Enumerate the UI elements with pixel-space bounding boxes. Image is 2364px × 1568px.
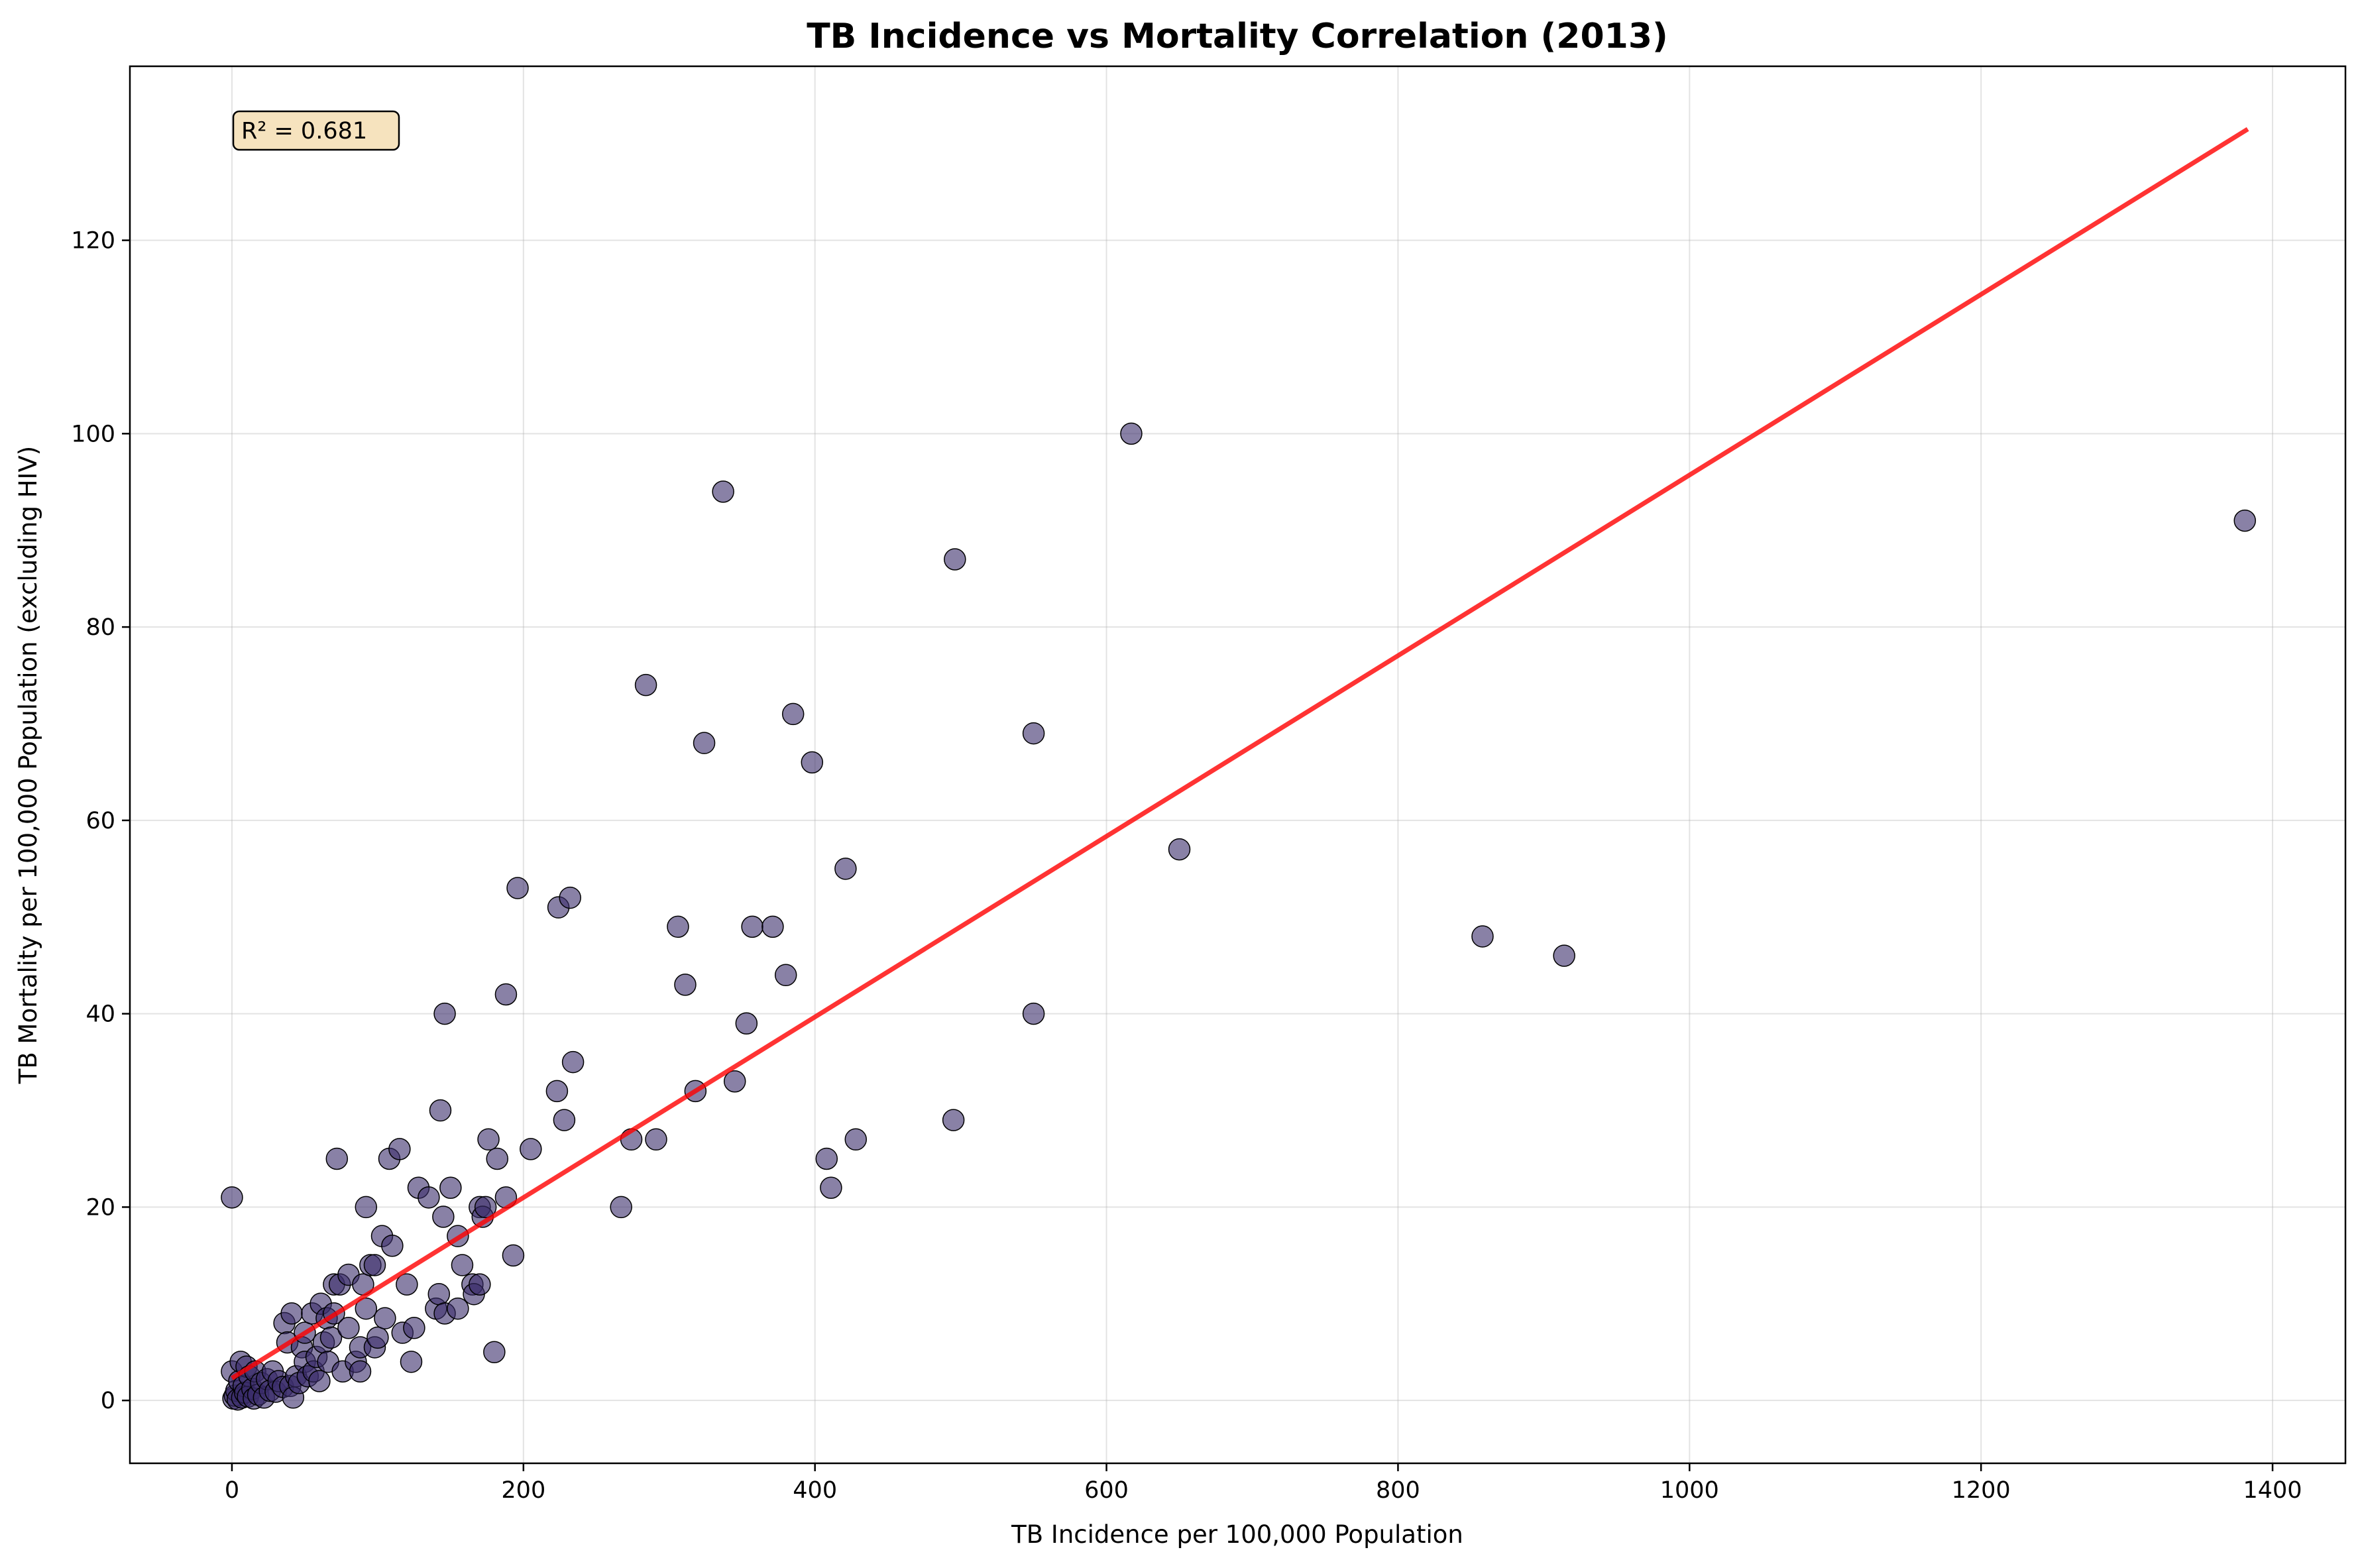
data-point (561, 1050, 585, 1074)
data-point (1553, 944, 1575, 967)
data-point (355, 1196, 378, 1219)
data-point (815, 1147, 838, 1170)
annotation-box (232, 110, 400, 151)
data-point (1168, 838, 1191, 861)
data-point (349, 1360, 372, 1383)
x-tick-label: 1000 (1660, 1477, 1719, 1504)
data-point (427, 1282, 451, 1306)
data-point (451, 1254, 474, 1276)
data-point (674, 974, 697, 996)
data-point (308, 1370, 331, 1392)
plot-frame (129, 65, 2347, 1465)
data-point (942, 1109, 965, 1131)
y-axis-label: TB Mortality per 100,000 Population (exc… (14, 446, 42, 1084)
data-point (439, 1176, 462, 1199)
data-point (634, 673, 657, 697)
data-point (319, 1326, 343, 1349)
data-point (388, 1138, 411, 1160)
data-point (432, 1205, 455, 1228)
data-point (429, 1099, 452, 1122)
data-point (447, 1297, 469, 1320)
data-point (712, 480, 734, 503)
data-point (723, 1070, 746, 1093)
data-point (403, 1317, 425, 1339)
x-tick-label: 0 (225, 1477, 239, 1504)
data-point (2233, 509, 2256, 532)
data-point (741, 915, 763, 938)
data-point (396, 1273, 418, 1296)
r-squared-annotation: R² = 0.681 (232, 110, 400, 151)
data-point (1022, 722, 1045, 745)
data-point (337, 1317, 360, 1339)
data-point (820, 1176, 842, 1199)
y-tick-label: 20 (85, 1194, 115, 1221)
x-tick-label: 200 (501, 1477, 545, 1504)
data-point (645, 1128, 667, 1151)
y-tick-label: 100 (71, 421, 115, 447)
data-point (761, 915, 784, 938)
data-point (944, 548, 966, 571)
data-point (781, 702, 805, 726)
x-tick-label: 800 (1376, 1477, 1420, 1504)
data-point (355, 1297, 378, 1320)
y-tick-label: 60 (85, 808, 115, 834)
r-squared-text: R² = 0.681 (241, 118, 367, 144)
x-tick-label: 1400 (2243, 1477, 2302, 1504)
data-point (1471, 925, 1494, 948)
data-point (610, 1196, 632, 1219)
data-point (801, 751, 824, 774)
x-tick-label: 600 (1084, 1477, 1129, 1504)
y-tick-label: 0 (101, 1388, 115, 1414)
data-point (280, 1302, 303, 1325)
data-point (400, 1351, 423, 1373)
data-point (374, 1307, 396, 1329)
axis-ticks: 0 200 400 600 800 1000 1200 1400 0 20 40 60 80 100 120 (71, 228, 2302, 1504)
data-point (559, 886, 581, 909)
data-point (486, 1147, 508, 1170)
x-axis-label: TB Incidence per 100,000 Population (1011, 1520, 1463, 1549)
data-point (545, 1080, 569, 1103)
data-point (502, 1244, 525, 1267)
data-point (667, 915, 689, 938)
data-point (834, 858, 857, 880)
data-point (477, 1128, 500, 1151)
x-tick-label: 1200 (1952, 1477, 2011, 1504)
data-point (844, 1128, 868, 1151)
data-point (325, 1147, 349, 1170)
data-point (418, 1186, 440, 1209)
data-point (774, 964, 797, 987)
data-point (1120, 422, 1143, 445)
data-point (1022, 1002, 1045, 1025)
y-tick-label: 120 (71, 228, 115, 254)
data-point (693, 732, 716, 754)
data-point (366, 1326, 389, 1349)
data-point (553, 1109, 576, 1131)
x-tick-label: 400 (793, 1477, 837, 1504)
data-point (520, 1138, 542, 1160)
data-point (494, 983, 518, 1006)
data-point (506, 877, 529, 899)
regression-line-group (231, 127, 2249, 1380)
data-point (469, 1273, 491, 1296)
data-point (221, 1186, 243, 1209)
data-point (483, 1341, 506, 1363)
regression-line (231, 127, 2249, 1380)
y-tick-label: 40 (85, 1001, 115, 1028)
data-point (381, 1235, 404, 1257)
gridlines (130, 66, 2345, 1463)
data-point (735, 1012, 758, 1035)
data-point (474, 1196, 497, 1219)
chart-title: TB Incidence vs Mortality Correlation (2… (807, 17, 1668, 56)
data-point (433, 1002, 456, 1025)
y-tick-label: 80 (85, 614, 115, 641)
data-point (363, 1254, 386, 1276)
data-points (221, 422, 2256, 1411)
